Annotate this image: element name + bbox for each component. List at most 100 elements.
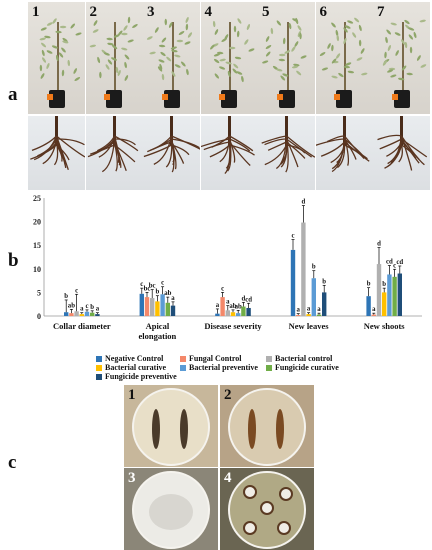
root-branch	[56, 144, 70, 161]
significance-letter: bc	[144, 285, 151, 292]
leaf	[233, 25, 236, 33]
plant-photo-7: 7	[373, 2, 430, 114]
bar	[236, 313, 241, 316]
leaf	[213, 58, 219, 64]
leaf	[44, 35, 51, 39]
leaf	[346, 20, 353, 24]
bar	[392, 276, 397, 316]
significance-letter: d	[302, 199, 306, 206]
leaf	[420, 64, 427, 68]
significance-letter: ab	[68, 302, 75, 309]
plant-photo-4: 4	[200, 2, 258, 114]
leaf	[382, 60, 388, 66]
leaf	[358, 24, 362, 32]
petri-dish-photo-1: 1	[124, 385, 218, 467]
photo-number: 4	[224, 470, 232, 486]
leaf	[331, 58, 336, 64]
leaf	[160, 51, 166, 57]
x-category-label: New leaves	[289, 321, 330, 331]
leaf	[404, 41, 408, 49]
leaf	[223, 34, 228, 40]
plant-photo-1: 1	[28, 2, 85, 114]
root-branch	[281, 144, 288, 163]
root-branch	[401, 138, 428, 158]
leaf	[408, 27, 415, 31]
root-branch	[261, 135, 287, 144]
bar	[220, 297, 225, 316]
bar	[95, 314, 100, 316]
petri-dish	[132, 388, 210, 466]
root-system	[87, 116, 138, 173]
significance-letter: c	[85, 303, 88, 310]
leaf	[236, 30, 239, 38]
leaf	[278, 58, 286, 62]
plant-foliage	[209, 18, 254, 83]
leaf	[161, 73, 165, 81]
leaf	[174, 64, 181, 68]
root-branch	[320, 141, 345, 157]
root-branch	[56, 138, 85, 146]
leaf	[401, 39, 406, 45]
bar	[376, 264, 382, 316]
significance-letter: bc	[149, 283, 156, 290]
plant-photo-2: 2	[85, 2, 143, 114]
root-branch	[98, 135, 115, 158]
leaf	[356, 57, 362, 61]
leaf	[120, 47, 127, 51]
leaf	[243, 39, 248, 45]
legend-label: Fungicide curative	[275, 363, 339, 372]
significance-letter: a	[317, 306, 321, 313]
leaf	[146, 36, 153, 40]
leaf	[236, 18, 241, 24]
leaf	[246, 23, 250, 31]
significance-letter: a	[171, 295, 175, 302]
root-photo-1	[28, 116, 85, 190]
pot	[48, 90, 65, 108]
significance-letter: cd	[386, 258, 393, 265]
bacterial-colony	[260, 501, 274, 515]
leaf	[123, 61, 127, 69]
significance-letter: a	[372, 306, 376, 313]
root-branch	[379, 138, 402, 150]
root-branch	[228, 141, 251, 167]
legend-swatch	[180, 364, 186, 371]
leaf	[46, 22, 53, 26]
significance-letter: ab	[235, 303, 242, 310]
pot	[163, 90, 180, 108]
bar	[397, 273, 402, 316]
leaf	[61, 47, 66, 53]
root-branch	[398, 144, 403, 163]
pot	[336, 90, 352, 108]
leaf	[131, 24, 138, 28]
leaf	[294, 41, 299, 47]
leaf	[212, 20, 215, 28]
significance-letter: d	[377, 241, 381, 248]
leaf	[395, 50, 399, 56]
leaf	[218, 66, 225, 70]
x-category-label: New shoots	[364, 321, 406, 331]
petri-dish-photo-2: 2	[220, 385, 314, 467]
leaf	[46, 62, 50, 70]
bar	[311, 278, 316, 316]
bar	[230, 312, 236, 316]
root-branch	[377, 134, 402, 141]
leaf	[388, 67, 396, 71]
stem-segment	[152, 409, 160, 449]
leaf	[299, 32, 302, 40]
leaf	[161, 37, 167, 43]
leaf	[213, 53, 220, 57]
bar	[79, 314, 84, 316]
bar	[246, 307, 251, 316]
bar	[316, 314, 322, 316]
legend-label: Fungal Control	[189, 354, 242, 363]
root-branch	[200, 138, 230, 148]
leaf	[234, 56, 241, 60]
leaf	[358, 39, 361, 47]
photo-number: 3	[147, 4, 155, 20]
stem-segment	[180, 409, 188, 449]
legend-item: Bacterial control	[266, 354, 332, 363]
significance-letter: d	[242, 295, 246, 302]
photo-number: 4	[204, 4, 213, 20]
photo-number: 1	[32, 4, 40, 20]
significance-letter: c	[140, 281, 143, 288]
